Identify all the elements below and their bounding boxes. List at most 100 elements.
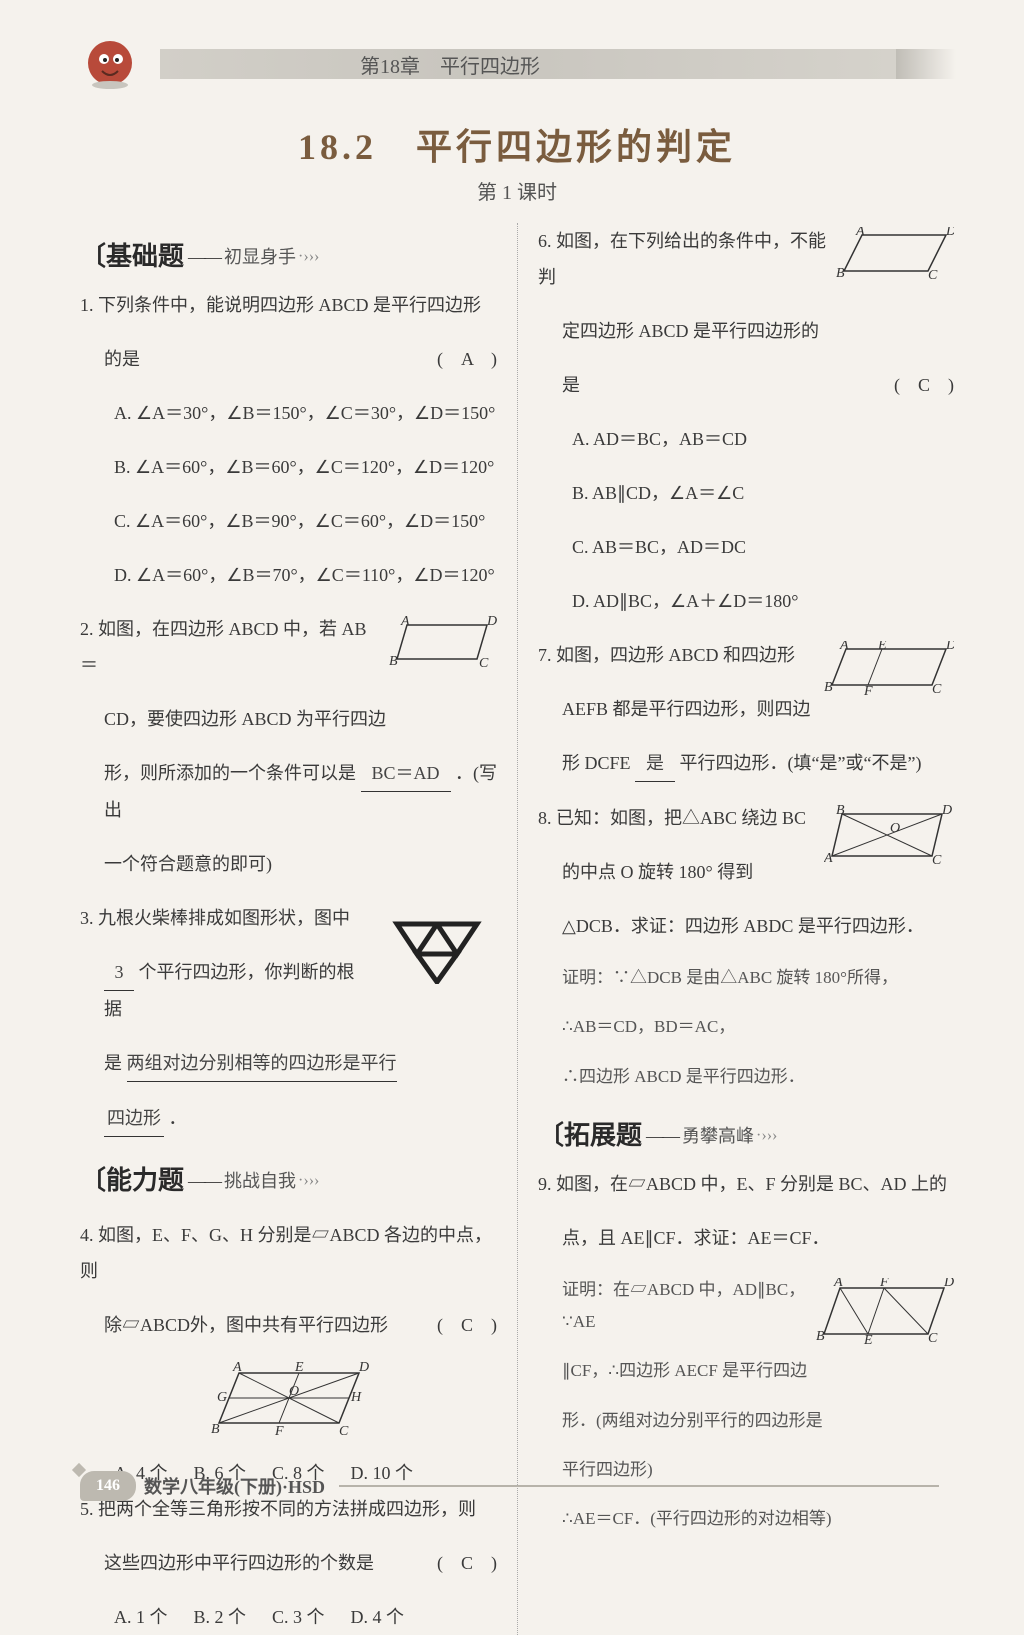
- q6-l3t: 是: [562, 375, 580, 395]
- q3-line1: 3. 九根火柴棒排成如图形状，图中: [80, 900, 497, 936]
- q7-fill: 是: [635, 745, 675, 782]
- lesson-subtitle: 第 1 课时: [80, 176, 954, 205]
- q6-optD: D. AD∥BC，∠A＋∠D＝180°: [572, 583, 954, 619]
- q6-l2: 定四边形 ABCD 是平行四边形的: [562, 313, 954, 349]
- q1-optB: B. ∠A＝60°，∠B＝60°，∠C＝120°，∠D＝120°: [114, 449, 497, 485]
- q8-C: C: [932, 853, 942, 868]
- q2-fill: BC＝AD: [361, 755, 451, 792]
- q8-p3: ∴四边形 ABCD 是平行四边形．: [562, 1061, 954, 1093]
- heading-ability: 〔 能力题 —— 挑战自我 ·›››: [80, 1155, 497, 1207]
- q7-E: E: [877, 641, 887, 653]
- q1-optC: C. ∠A＝60°，∠B＝90°，∠C＝60°，∠D＝150°: [114, 503, 497, 539]
- q9-A: A: [833, 1278, 843, 1290]
- q1-optA: A. ∠A＝30°，∠B＝150°，∠C＝30°，∠D＝150°: [114, 395, 497, 431]
- left-column: 〔 基础题 —— 初显身手 ·››› 1. 下列条件中，能说明四边形 ABCD …: [80, 223, 517, 1635]
- q2-lbl-D: D: [486, 615, 497, 629]
- q2-l1: 2. 如图，在四边形 ABCD 中，若 AB＝: [80, 619, 367, 675]
- q6-optB: B. AB∥CD，∠A＝∠C: [572, 475, 954, 511]
- chapter-strip: 第18章 平行四边形: [160, 49, 954, 79]
- q7-l3b: 平行四边形．(填“是”或“不是”): [680, 753, 922, 773]
- q2-l2: CD，要使四边形 ABCD 为平行四边: [104, 701, 497, 737]
- q3-reason: 两组对边分别相等的四边形是平行: [127, 1045, 397, 1082]
- q5-optA: A. 1 个: [114, 1599, 168, 1635]
- q4-E: E: [294, 1361, 304, 1375]
- strip-tail: [896, 49, 956, 79]
- section-number: 18.2: [298, 127, 377, 167]
- heading-ability-sub: 挑战自我: [224, 1163, 296, 1199]
- q5-answer: ( C ): [437, 1545, 497, 1581]
- heading-ability-name: 能力题: [106, 1155, 184, 1207]
- q5-l2: 这些四边形中平行四边形的个数是 ( C ): [104, 1545, 497, 1581]
- q6-optC: C. AB＝BC，AD＝DC: [572, 529, 954, 565]
- q3-period: ．: [169, 1108, 187, 1128]
- q8-l3: △DCB．求证：四边形 ABDC 是平行四边形．: [562, 908, 954, 944]
- q1-stem-b: 的是: [104, 349, 140, 369]
- heading-basic: 〔 基础题 —— 初显身手 ·›››: [80, 231, 497, 283]
- bracket-icon: 〔: [80, 231, 106, 283]
- q6-optA: A. AD＝BC，AB＝CD: [572, 421, 954, 457]
- right-column: A D B C 6. 如图，在下列给出的条件中，不能判 定四边形 ABCD 是平…: [517, 223, 954, 1635]
- q4-G: G: [217, 1390, 227, 1405]
- q8-p2: ∴AB＝CD，BD＝AC，: [562, 1011, 954, 1043]
- q3-l2t: 个平行四边形，你判断的根据: [104, 962, 355, 1019]
- q9-F: F: [879, 1278, 889, 1290]
- q8-D: D: [941, 804, 952, 818]
- q9-C: C: [928, 1331, 938, 1346]
- q8-l1t: 8. 已知：如图，把△ABC 绕边 BC: [538, 808, 806, 828]
- q6-l1t: 6. 如图，在下列给出的条件中，不能判: [538, 231, 826, 287]
- chevrons-icon: ·›››: [756, 1120, 777, 1152]
- bracket-icon: 〔: [538, 1110, 564, 1162]
- q6-l1: A D B C 6. 如图，在下列给出的条件中，不能判: [538, 223, 954, 295]
- q8-p1: 证明：∵△DCB 是由△ABC 旋转 180°所得，: [562, 962, 954, 994]
- page-number-badge: 146: [80, 1471, 136, 1501]
- chapter-label: 第18章 平行四边形: [360, 50, 540, 79]
- heading-extend-sub: 勇攀高峰: [682, 1118, 754, 1154]
- q8-B: B: [836, 804, 845, 818]
- q7-A: A: [839, 641, 849, 653]
- q7-figure: A E D B F C: [824, 641, 954, 709]
- section-name: 平行四边形的判定: [416, 127, 736, 167]
- section-title: 18.2 平行四边形的判定: [80, 118, 954, 170]
- q7-l1: A E D B F C 7. 如图，四边形 ABCD 和四边形: [538, 637, 954, 673]
- page-header: 第18章 平行四边形: [80, 40, 954, 88]
- q6-A: A: [855, 227, 865, 239]
- heading-extend: 〔 拓展题 —— 勇攀高峰 ·›››: [538, 1110, 954, 1162]
- dash: ——: [188, 239, 220, 275]
- q2-l4: 一个符合题意的即可): [104, 846, 497, 882]
- q2-figure: A D B C: [387, 615, 497, 685]
- q5-l2t: 这些四边形中平行四边形的个数是: [104, 1553, 374, 1573]
- q7-l1t: 7. 如图，四边形 ABCD 和四边形: [538, 645, 795, 665]
- q3-l1: 3. 九根火柴棒排成如图形状，图中: [80, 908, 350, 928]
- dash: ——: [188, 1163, 220, 1199]
- page-root: 第18章 平行四边形 18.2 平行四边形的判定 第 1 课时 〔 基础题 ——…: [0, 0, 1024, 1547]
- bracket-icon: 〔: [80, 1155, 106, 1207]
- q7-F: F: [863, 684, 873, 697]
- q7-l3: 形 DCFE 是 平行四边形．(填“是”或“不是”): [562, 745, 954, 782]
- heading-extend-name: 拓展题: [564, 1110, 642, 1162]
- q4-A: A: [232, 1361, 242, 1375]
- q6-answer: ( C ): [894, 367, 954, 403]
- q2-lbl-B: B: [389, 654, 398, 669]
- q5-optB: B. 2 个: [194, 1599, 247, 1635]
- q2-lbl-C: C: [479, 656, 489, 671]
- q4-F: F: [274, 1424, 284, 1439]
- q9-l1: 9. 如图，在▱ABCD 中，E、F 分别是 BC、AD 上的: [538, 1166, 954, 1202]
- q4-H: H: [350, 1390, 362, 1405]
- footer-rule: [339, 1485, 939, 1487]
- q2-l3a: 形，则所添加的一个条件可以是: [104, 763, 356, 783]
- q1-line2: 的是 ( A ): [104, 341, 497, 377]
- q3-l4fill: 四边形: [104, 1100, 164, 1137]
- q9-l2: 点，且 AE∥CF．求证：AE＝CF．: [562, 1220, 954, 1256]
- q4-l2t: 除▱ABCD外，图中共有平行四边形: [104, 1315, 388, 1335]
- two-column-body: 〔 基础题 —— 初显身手 ·››› 1. 下列条件中，能说明四边形 ABCD …: [80, 223, 954, 1635]
- q4-l2: 除▱ABCD外，图中共有平行四边形 ( C ): [104, 1307, 497, 1343]
- heading-basic-sub: 初显身手: [224, 239, 296, 275]
- q4-D: D: [358, 1361, 369, 1375]
- q8-figure: B D A C O: [824, 804, 954, 880]
- q2-l3: 形，则所添加的一个条件可以是 BC＝AD ．(写出: [104, 755, 497, 828]
- q6-C: C: [928, 268, 938, 283]
- q1-answer: ( A ): [437, 341, 497, 377]
- q5-options: A. 1 个 B. 2 个 C. 3 个 D. 4 个: [114, 1599, 497, 1635]
- chevrons-icon: ·›››: [298, 241, 319, 273]
- q4-l1: 4. 如图，E、F、G、H 分别是▱ABCD 各边的中点，则: [80, 1217, 497, 1289]
